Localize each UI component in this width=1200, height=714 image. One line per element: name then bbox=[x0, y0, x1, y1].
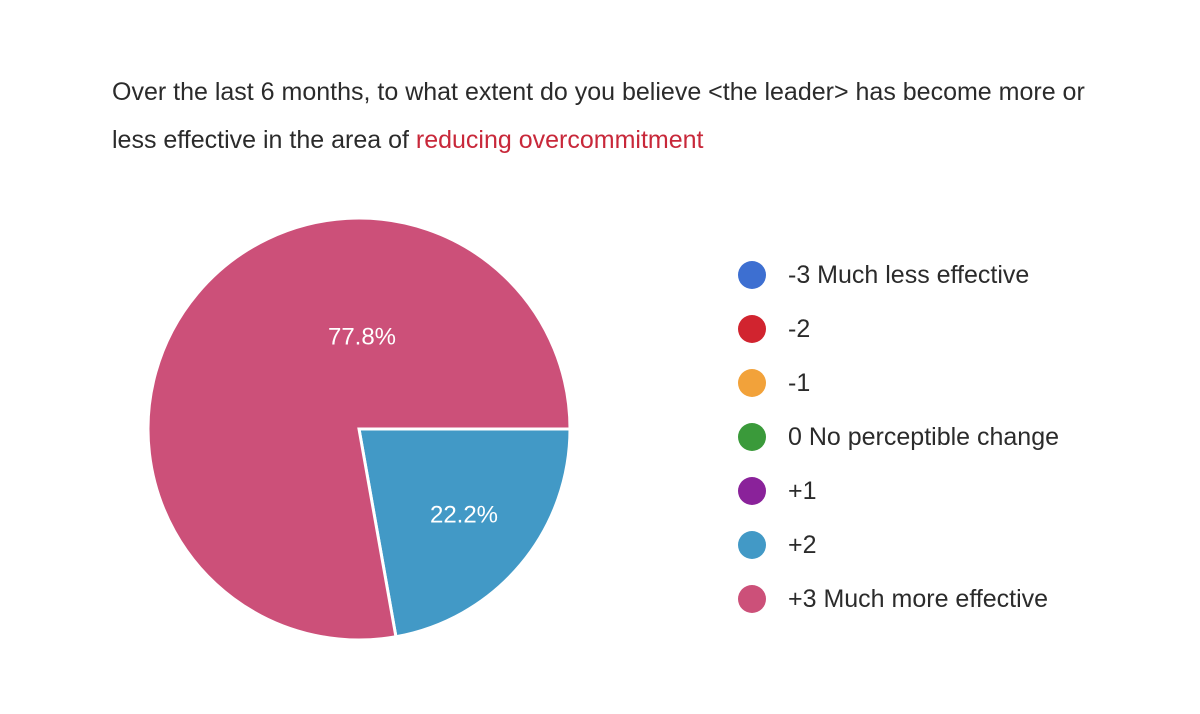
legend-item[interactable]: -2 bbox=[738, 302, 1158, 356]
legend-item[interactable]: -1 bbox=[738, 356, 1158, 410]
legend-swatch bbox=[738, 369, 766, 397]
legend-label: +2 bbox=[788, 530, 817, 559]
pie-chart: 22.2% 77.8% bbox=[140, 205, 590, 655]
legend-item[interactable]: +1 bbox=[738, 464, 1158, 518]
legend-label: -2 bbox=[788, 314, 811, 343]
pie-slice-label-plus-3: 77.8% bbox=[328, 323, 396, 350]
legend-swatch bbox=[738, 315, 766, 343]
legend-label: +1 bbox=[788, 476, 817, 505]
legend-swatch bbox=[738, 585, 766, 613]
legend-item[interactable]: +2 bbox=[738, 518, 1158, 572]
legend-label: -3 Much less effective bbox=[788, 260, 1030, 289]
legend-swatch bbox=[738, 477, 766, 505]
legend-label: -1 bbox=[788, 368, 811, 397]
legend-swatch bbox=[738, 423, 766, 451]
legend-item[interactable]: 0 No perceptible change bbox=[738, 410, 1158, 464]
question-prefix: Over the last 6 months, to what extent d… bbox=[112, 78, 1085, 154]
legend-label: 0 No perceptible change bbox=[788, 422, 1060, 451]
chart-legend: -3 Much less effective -2 -1 0 No perceptib… bbox=[738, 248, 1158, 626]
legend-item[interactable]: +3 Much more effective bbox=[738, 572, 1158, 626]
legend-item[interactable]: -3 Much less effective bbox=[738, 248, 1158, 302]
pie-slice-plus-2[interactable] bbox=[357, 427, 572, 639]
pie-slice-plus-3[interactable] bbox=[146, 216, 572, 642]
legend-swatch bbox=[738, 531, 766, 559]
pie-slice-label-plus-2: 22.2% bbox=[430, 501, 498, 528]
pie-chart-svg: 22.2% 77.8% bbox=[146, 216, 572, 642]
legend-swatch bbox=[738, 261, 766, 289]
question-text: Over the last 6 months, to what extent d… bbox=[112, 68, 1112, 164]
question-highlight: reducing overcommitment bbox=[415, 126, 704, 154]
legend-label: +3 Much more effective bbox=[788, 584, 1049, 613]
